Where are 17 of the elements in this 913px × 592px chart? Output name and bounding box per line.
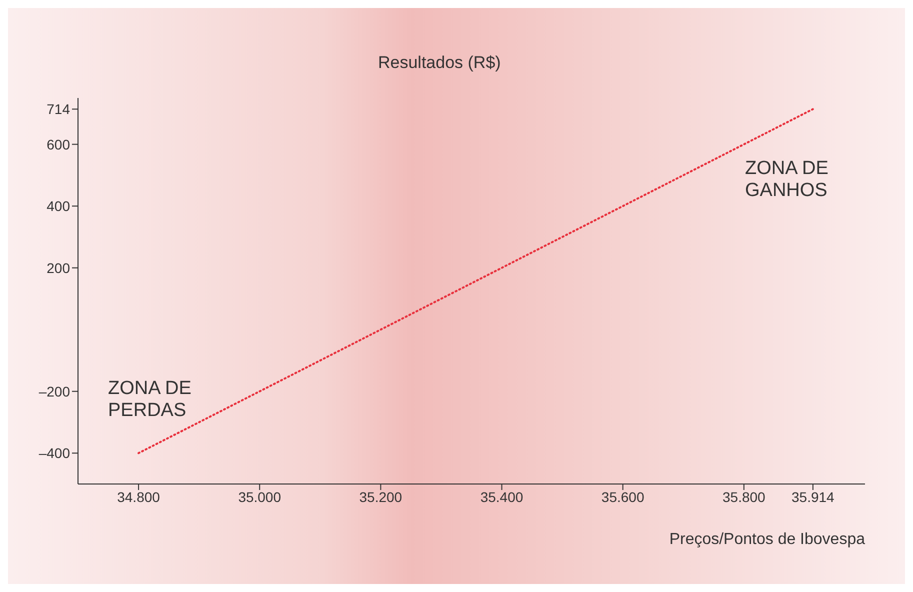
y-tick-label: 714 (46, 101, 70, 118)
x-tick-label: 35.600 (601, 488, 644, 505)
y-axis-title: Resultados (R$) (378, 53, 501, 73)
x-tick-label: 35.800 (722, 488, 766, 505)
x-tick-label: 35.400 (480, 488, 524, 505)
annotation: ZONA DE PERDAS (108, 378, 192, 422)
y-tick-label: –200 (38, 383, 70, 400)
y-tick-label: 400 (46, 198, 70, 214)
annotation: ZONA DE GANHOS (745, 158, 830, 202)
y-tick-label: –400 (38, 445, 70, 462)
x-tick-label: 34.800 (117, 488, 160, 505)
y-tick-label: 200 (46, 260, 70, 276)
y-tick-label: 600 (46, 136, 70, 152)
x-tick-label: 35.200 (359, 488, 402, 505)
x-axis-title: Preços/Pontos de Ibovespa (669, 531, 866, 548)
x-tick-label: 35.000 (238, 488, 282, 505)
x-tick-label: 35.914 (792, 488, 835, 505)
